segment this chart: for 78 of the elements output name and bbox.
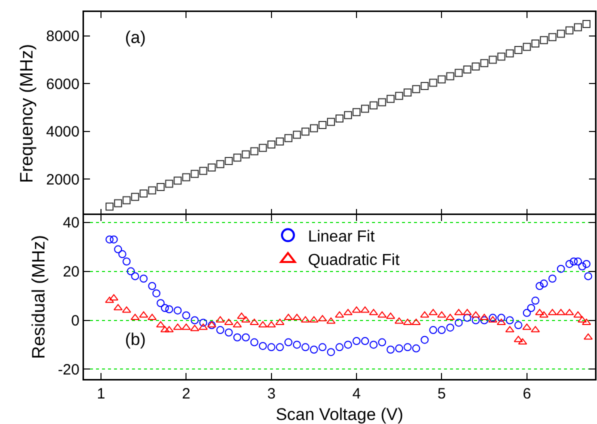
point	[395, 92, 404, 100]
point	[216, 160, 224, 168]
point	[531, 40, 540, 48]
y-tick-label: 6000	[46, 76, 80, 93]
point	[412, 85, 420, 94]
legend-label: Linear Fit	[308, 228, 376, 246]
y-tick-label: 0	[71, 312, 80, 330]
point	[131, 192, 140, 201]
y-tick-label: 8000	[46, 28, 80, 46]
point	[463, 66, 472, 74]
point	[344, 111, 352, 120]
point	[582, 20, 590, 28]
y-axis-title: Residual (MHz)	[28, 234, 48, 360]
point	[454, 68, 463, 77]
point	[224, 157, 233, 166]
point	[378, 98, 386, 106]
point	[514, 46, 522, 54]
point	[506, 49, 514, 58]
point	[429, 78, 438, 87]
legend-label: Quadratic Fit	[308, 252, 400, 270]
point	[106, 202, 114, 211]
point	[174, 176, 182, 185]
point	[540, 36, 548, 44]
annotation: (b)	[125, 330, 146, 349]
point	[190, 170, 199, 178]
point	[446, 72, 454, 80]
point	[114, 199, 122, 208]
point	[292, 130, 301, 139]
y-tick-label: 2000	[46, 171, 80, 188]
point	[438, 75, 446, 84]
point	[122, 196, 131, 204]
point	[284, 134, 292, 142]
point	[182, 173, 190, 182]
point	[250, 147, 258, 156]
point	[233, 154, 242, 162]
point	[336, 114, 344, 123]
point	[199, 166, 208, 175]
x-tick-label: 4	[352, 386, 361, 402]
point	[326, 118, 335, 126]
point	[318, 120, 326, 129]
point	[267, 140, 276, 149]
point	[148, 186, 156, 194]
point	[548, 33, 556, 42]
point	[565, 26, 574, 34]
point	[386, 94, 395, 103]
point	[420, 82, 429, 90]
x-tick-label: 5	[438, 386, 446, 402]
point	[156, 183, 165, 192]
point	[522, 42, 531, 51]
point	[165, 180, 174, 188]
point	[556, 30, 565, 38]
annotation: (a)	[125, 28, 146, 47]
point	[258, 144, 267, 152]
x-tick-label: 6	[522, 386, 532, 402]
point	[352, 108, 361, 116]
point	[480, 59, 488, 68]
point	[310, 124, 318, 132]
x-axis-title: Scan Voltage (V)	[276, 405, 404, 424]
x-tick-label: 2	[182, 386, 190, 402]
point	[488, 56, 497, 64]
point	[140, 190, 148, 198]
point	[301, 128, 310, 136]
y-tick-label: -20	[58, 361, 80, 378]
point	[276, 137, 284, 146]
point	[574, 23, 582, 32]
x-tick-label: 3	[267, 386, 276, 402]
point	[370, 101, 378, 110]
point	[208, 163, 216, 172]
y-tick-label: 20	[62, 264, 80, 281]
point	[361, 104, 370, 113]
y-tick-label: 4000	[46, 124, 80, 141]
point	[472, 62, 480, 70]
point	[242, 150, 250, 158]
y-axis-title: Frequency (MHz)	[16, 44, 37, 184]
y-tick-label: 40	[62, 214, 80, 232]
x-tick-label: 1	[96, 386, 106, 402]
point	[404, 88, 412, 96]
point	[497, 52, 506, 61]
